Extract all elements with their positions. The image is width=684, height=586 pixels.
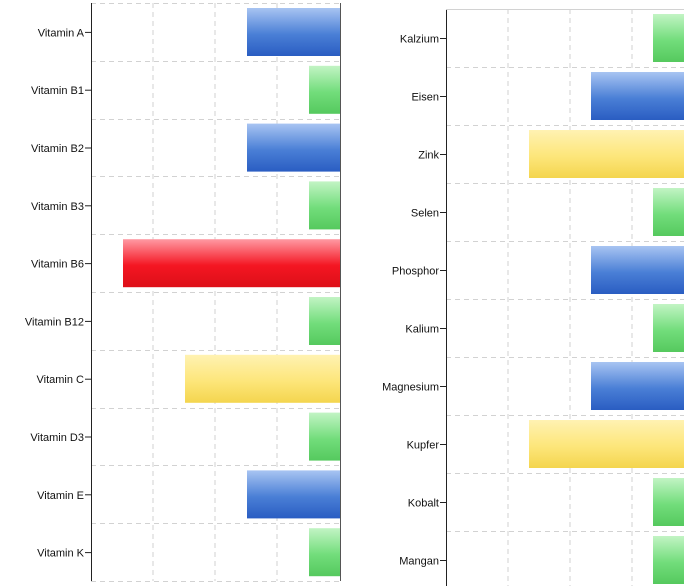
bar-vitamin-c (185, 354, 340, 403)
bar-kalium (653, 304, 684, 352)
tick-label-selen: Selen (411, 208, 439, 220)
bar-magnesium (591, 362, 684, 410)
chart-panel-1: Vitamin A Vitamin B1 Vitamin B2 Vitamin B3 V… (25, 3, 341, 582)
bar-kupfer (529, 420, 684, 468)
tick-label-vitamin-b12: Vitamin B12 (25, 316, 84, 328)
bar-vitamin-a (247, 8, 340, 56)
tick-label-vitamin-b6: Vitamin B6 (31, 259, 84, 271)
tick-label-eisen: Eisen (411, 92, 439, 104)
chart-panel-2: Kalzium Eisen Zink Selen Phosphor Kalium Magne… (382, 9, 684, 586)
bar-vitamin-b1 (309, 65, 340, 114)
bar-vitamin-e (247, 470, 340, 519)
tick-label-vitamin-e: Vitamin E (37, 490, 84, 502)
tick-label-vitamin-b2: Vitamin B2 (31, 143, 84, 155)
tick-label-mangan: Mangan (399, 556, 439, 568)
tick-label-magnesium: Magnesium (382, 382, 439, 394)
tick-label-vitamin-d3: Vitamin D3 (30, 432, 84, 444)
tick-label-vitamin-b3: Vitamin B3 (31, 201, 84, 213)
tick-label-phosphor: Phosphor (392, 266, 439, 278)
bar-vitamin-b6 (123, 239, 340, 288)
bar-selen (653, 188, 684, 236)
bar-vitamin-k (309, 528, 340, 577)
tick-label-vitamin-c: Vitamin C (37, 374, 85, 386)
tick-label-vitamin-b1: Vitamin B1 (31, 85, 84, 97)
tick-label-kalium: Kalium (405, 324, 439, 336)
tick-label-kupfer: Kupfer (407, 440, 440, 452)
bar-phosphor (591, 246, 684, 294)
tick-label-zink: Zink (418, 150, 439, 162)
bar-vitamin-b12 (309, 297, 340, 345)
tick-label-vitamin-k: Vitamin K (37, 548, 85, 560)
tick-label-kalzium: Kalzium (400, 34, 439, 46)
tick-label-kobalt: Kobalt (408, 498, 439, 510)
bar-mangan (653, 536, 684, 584)
bar-vitamin-b2 (247, 123, 340, 172)
bar-eisen (591, 72, 684, 120)
bar-zink (529, 130, 684, 178)
bar-vitamin-b3 (309, 181, 340, 230)
bar-kalzium (653, 14, 684, 62)
bar-vitamin-d3 (309, 412, 340, 461)
tick-label-vitamin-a: Vitamin A (38, 27, 85, 39)
bar-kobalt (653, 478, 684, 526)
